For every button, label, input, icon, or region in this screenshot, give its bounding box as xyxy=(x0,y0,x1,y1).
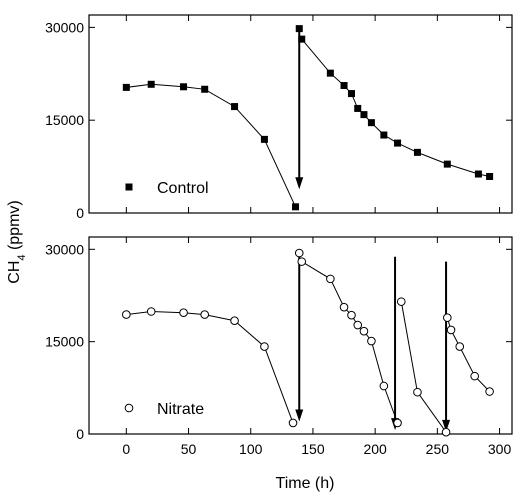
control-data-point xyxy=(394,139,402,147)
xtick-label: 250 xyxy=(426,441,450,457)
nitrate-data-point xyxy=(339,302,349,312)
control-data-point xyxy=(201,85,209,93)
xtick-label: 50 xyxy=(181,441,197,457)
control-data-point xyxy=(260,135,268,143)
xtick-label: 150 xyxy=(301,441,325,457)
control-ytick-label: 0 xyxy=(76,205,84,221)
nitrate-data-point xyxy=(379,381,389,391)
nitrate-data-point xyxy=(359,326,369,336)
nitrate-data-point xyxy=(288,418,298,428)
nitrate-data-point xyxy=(353,320,363,330)
y-axis-label: CH4 (ppmv) xyxy=(6,200,28,283)
control-data-point xyxy=(360,111,368,119)
nitrate-data-point xyxy=(393,418,402,428)
nitrate-series-line xyxy=(126,310,294,424)
control-data-point xyxy=(292,203,300,211)
control-data-point xyxy=(486,172,494,180)
control-data-point xyxy=(413,148,421,156)
xtick-label: 100 xyxy=(239,441,263,457)
control-legend-label: Control xyxy=(157,180,209,197)
nitrate-data-point xyxy=(446,325,456,335)
control-data-point xyxy=(367,119,375,127)
nitrate-ytick-label: 30000 xyxy=(45,241,84,257)
nitrate-series-line xyxy=(400,301,447,433)
control-data-point xyxy=(147,80,155,88)
nitrate-arrow-head xyxy=(295,409,304,422)
nitrate-data-point xyxy=(122,310,131,319)
control-data-point xyxy=(380,131,388,139)
control-series-line xyxy=(301,38,490,177)
nitrate-data-point xyxy=(260,342,269,351)
nitrate-data-point xyxy=(347,310,356,320)
control-legend-marker xyxy=(125,183,133,191)
nitrate-arrow-head xyxy=(442,419,451,432)
x-axis-label: Time (h) xyxy=(276,475,335,492)
nitrate-data-point xyxy=(179,308,188,318)
nitrate-ytick-label: 0 xyxy=(76,426,84,442)
nitrate-data-point xyxy=(294,248,304,258)
nitrate-data-point xyxy=(441,427,451,437)
control-data-point xyxy=(348,90,356,98)
nitrate-data-point xyxy=(396,297,406,306)
control-data-point xyxy=(474,170,482,178)
nitrate-series-line xyxy=(301,261,398,424)
nitrate-data-point xyxy=(470,371,479,381)
control-data-point xyxy=(354,104,362,112)
control-data-point xyxy=(231,103,239,111)
nitrate-data-point xyxy=(455,342,465,351)
nitrate-ytick-label: 15000 xyxy=(45,334,84,350)
control-data-point xyxy=(340,82,348,90)
xtick-label: 300 xyxy=(488,441,512,457)
control-plot-frame xyxy=(88,14,513,214)
control-ytick-label: 30000 xyxy=(45,19,84,35)
xtick-label: 200 xyxy=(363,441,387,457)
control-data-point xyxy=(295,25,303,33)
control-data-point xyxy=(326,69,334,77)
control-series-line xyxy=(126,83,296,208)
xtick-label: 0 xyxy=(122,441,130,457)
control-data-point xyxy=(180,83,188,91)
nitrate-data-point xyxy=(443,313,452,322)
nitrate-data-point xyxy=(326,274,335,284)
control-ytick-label: 15000 xyxy=(45,112,84,128)
control-data-point xyxy=(443,160,451,168)
control-data-point xyxy=(298,35,306,43)
control-arrow-head xyxy=(295,177,304,190)
control-data-point xyxy=(122,83,130,91)
nitrate-data-point xyxy=(297,257,307,266)
nitrate-data-point xyxy=(200,310,210,319)
nitrate-data-point xyxy=(367,336,376,346)
nitrate-data-point xyxy=(485,387,494,396)
nitrate-legend-label: Nitrate xyxy=(157,401,204,418)
nitrate-data-point xyxy=(230,316,239,326)
nitrate-legend-marker xyxy=(124,403,134,413)
nitrate-data-point xyxy=(413,387,422,397)
nitrate-data-point xyxy=(146,307,156,316)
nitrate-plot-frame xyxy=(88,236,513,435)
